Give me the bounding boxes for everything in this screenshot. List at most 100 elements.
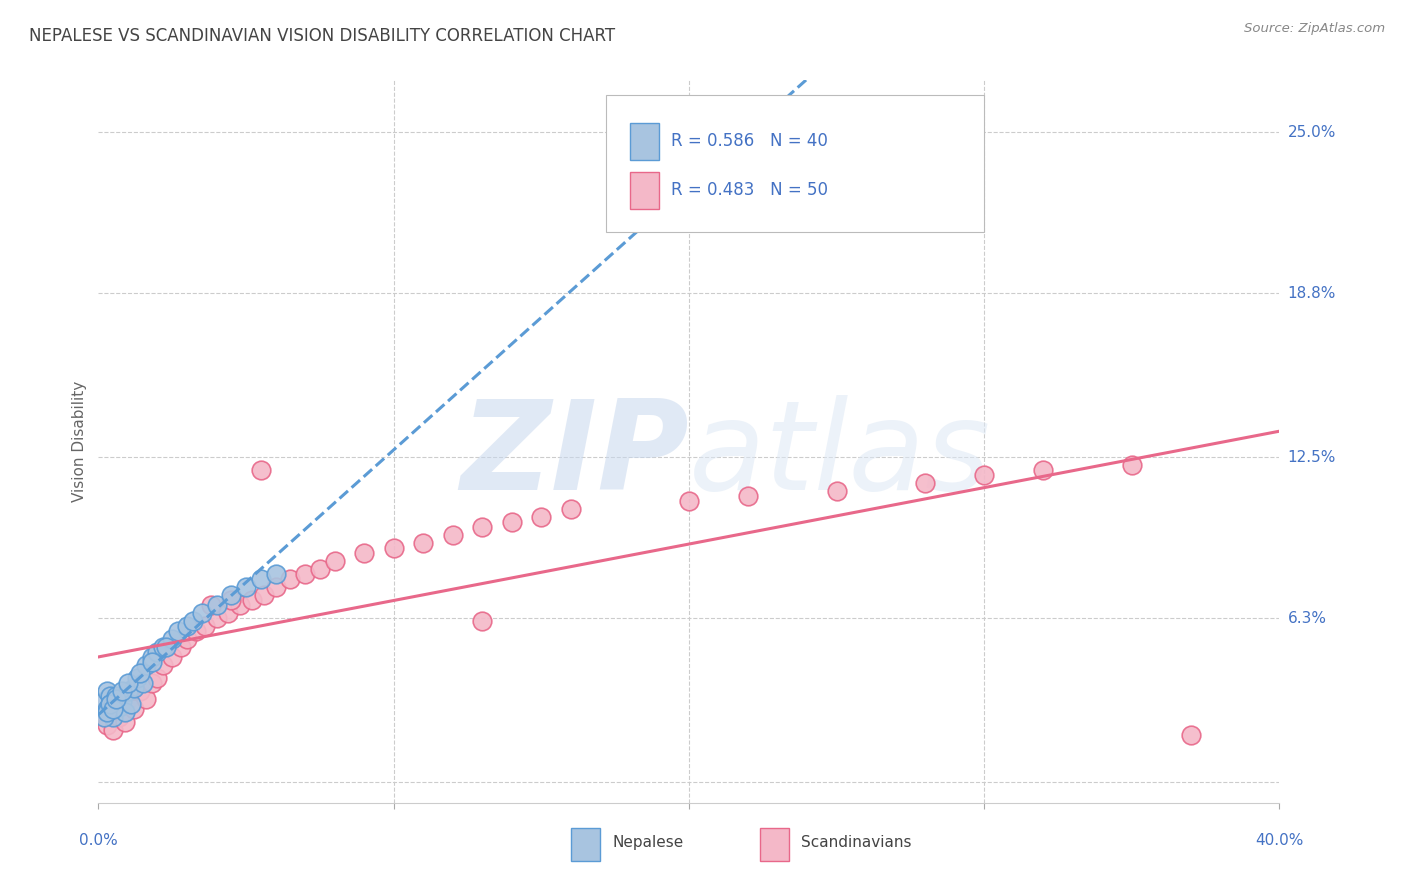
Point bbox=[181, 614, 204, 628]
Point bbox=[114, 705, 136, 719]
Point bbox=[152, 640, 174, 654]
Point bbox=[176, 632, 198, 646]
Point bbox=[250, 463, 273, 477]
Point bbox=[253, 588, 276, 602]
Point bbox=[1032, 463, 1054, 477]
Point bbox=[120, 697, 142, 711]
Point bbox=[264, 567, 287, 582]
Point bbox=[108, 710, 131, 724]
Point bbox=[93, 710, 115, 724]
Text: Source: ZipAtlas.com: Source: ZipAtlas.com bbox=[1244, 22, 1385, 36]
Point bbox=[117, 676, 139, 690]
Point bbox=[235, 580, 257, 594]
Point bbox=[471, 614, 494, 628]
Point bbox=[323, 554, 346, 568]
Point bbox=[412, 536, 434, 550]
Point bbox=[737, 489, 759, 503]
Point bbox=[111, 705, 134, 719]
Point bbox=[111, 684, 134, 698]
Point bbox=[309, 562, 332, 576]
Text: atlas: atlas bbox=[689, 395, 991, 516]
Point bbox=[205, 611, 228, 625]
Point bbox=[194, 619, 217, 633]
Point bbox=[280, 572, 302, 586]
Point bbox=[98, 697, 121, 711]
Text: 12.5%: 12.5% bbox=[1288, 450, 1336, 465]
Point bbox=[217, 606, 239, 620]
Point bbox=[152, 658, 174, 673]
Y-axis label: Vision Disability: Vision Disability bbox=[72, 381, 87, 502]
Point bbox=[128, 665, 150, 680]
Point bbox=[105, 691, 128, 706]
Bar bbox=[571, 828, 600, 861]
Text: ZIP: ZIP bbox=[460, 395, 689, 516]
Text: 0.0%: 0.0% bbox=[79, 833, 118, 848]
Point bbox=[108, 699, 131, 714]
Point bbox=[125, 671, 148, 685]
Point bbox=[1121, 458, 1143, 472]
Bar bbox=[630, 172, 659, 209]
Point bbox=[221, 588, 243, 602]
Point bbox=[98, 702, 121, 716]
Point bbox=[117, 691, 139, 706]
Text: Scandinavians: Scandinavians bbox=[801, 835, 911, 850]
Point bbox=[240, 593, 263, 607]
Point bbox=[98, 697, 121, 711]
Point bbox=[229, 599, 252, 613]
Text: R = 0.483   N = 50: R = 0.483 N = 50 bbox=[671, 181, 828, 200]
Point bbox=[382, 541, 405, 555]
Point bbox=[135, 658, 157, 673]
Point bbox=[191, 606, 214, 620]
Point bbox=[825, 483, 848, 498]
Point bbox=[167, 624, 190, 639]
Text: 25.0%: 25.0% bbox=[1288, 125, 1336, 140]
Point bbox=[96, 718, 118, 732]
Point bbox=[141, 676, 163, 690]
Text: NEPALESE VS SCANDINAVIAN VISION DISABILITY CORRELATION CHART: NEPALESE VS SCANDINAVIAN VISION DISABILI… bbox=[30, 28, 614, 45]
Point bbox=[353, 546, 375, 560]
Point bbox=[96, 702, 118, 716]
Bar bbox=[759, 828, 789, 861]
Point bbox=[111, 694, 134, 708]
Point bbox=[200, 599, 222, 613]
Point bbox=[205, 599, 228, 613]
Point bbox=[250, 572, 273, 586]
Point bbox=[973, 468, 995, 483]
Point bbox=[162, 632, 183, 646]
Point bbox=[146, 645, 169, 659]
Point bbox=[98, 690, 121, 704]
Point bbox=[122, 681, 145, 696]
Point bbox=[141, 656, 163, 670]
Point bbox=[678, 494, 700, 508]
Point bbox=[105, 697, 128, 711]
Point bbox=[96, 705, 118, 719]
Text: R = 0.586   N = 40: R = 0.586 N = 40 bbox=[671, 132, 828, 150]
Point bbox=[96, 684, 118, 698]
Point bbox=[122, 702, 145, 716]
Point bbox=[530, 509, 553, 524]
Point bbox=[914, 476, 936, 491]
Point bbox=[128, 684, 150, 698]
Point bbox=[117, 684, 139, 698]
Point bbox=[141, 650, 163, 665]
Text: Nepalese: Nepalese bbox=[612, 835, 683, 850]
Point bbox=[93, 694, 115, 708]
Point bbox=[105, 690, 128, 704]
Text: 40.0%: 40.0% bbox=[1256, 833, 1303, 848]
Point bbox=[221, 593, 243, 607]
Point bbox=[441, 528, 464, 542]
Text: 18.8%: 18.8% bbox=[1288, 286, 1336, 301]
Point bbox=[135, 691, 157, 706]
Point bbox=[103, 702, 125, 716]
Point bbox=[162, 650, 183, 665]
Point bbox=[146, 671, 169, 685]
Point bbox=[560, 502, 582, 516]
Point bbox=[170, 640, 193, 654]
Point bbox=[93, 710, 115, 724]
FancyBboxPatch shape bbox=[606, 95, 984, 232]
Point bbox=[176, 619, 198, 633]
Point bbox=[114, 715, 136, 730]
Point bbox=[294, 567, 316, 582]
Point bbox=[264, 580, 287, 594]
Text: 6.3%: 6.3% bbox=[1288, 611, 1327, 626]
